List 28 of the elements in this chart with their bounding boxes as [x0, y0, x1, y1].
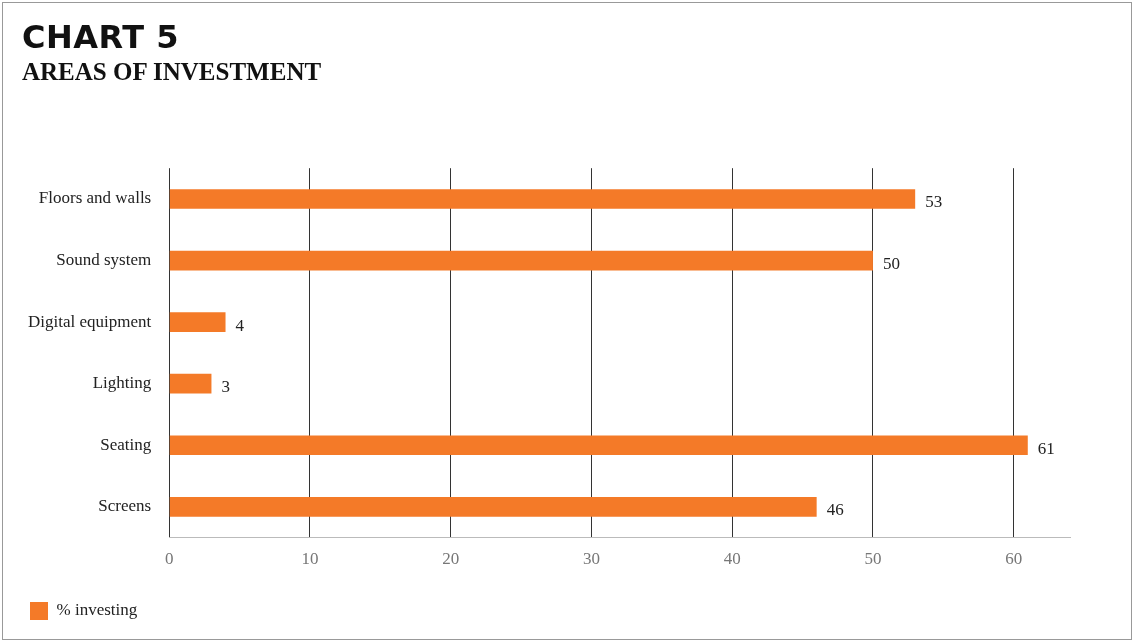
- bar: [169, 373, 212, 394]
- data-label: 3: [221, 377, 230, 397]
- x-tick-label: 60: [1005, 549, 1023, 569]
- bar: [169, 435, 1028, 456]
- x-tick-label: 10: [301, 549, 319, 569]
- y-tick-label: Digital equipment: [27, 311, 152, 331]
- chart-title: CHART 5: [22, 18, 179, 56]
- bar: [169, 189, 916, 209]
- x-tick-label: 30: [582, 549, 600, 569]
- bar: [169, 250, 873, 271]
- y-tick-label: Floors and walls: [38, 188, 152, 208]
- x-tick-label: 20: [442, 549, 460, 569]
- x-tick-label: 0: [164, 549, 174, 569]
- data-label: 46: [826, 500, 844, 520]
- data-label: 61: [1037, 438, 1055, 458]
- y-tick-label: Sound system: [56, 250, 152, 270]
- y-tick-label: Seating: [100, 434, 152, 454]
- y-tick-label: Lighting: [92, 373, 152, 393]
- x-tick-label: 40: [723, 549, 741, 569]
- data-label: 53: [925, 192, 943, 212]
- chart-subtitle: AREAS OF INVESTMENT: [22, 58, 322, 86]
- data-label: 4: [235, 315, 245, 335]
- x-tick-label: 50: [864, 549, 882, 569]
- y-tick-label: Screens: [98, 496, 152, 516]
- legend-label: % investing: [56, 600, 138, 620]
- bar: [169, 312, 226, 332]
- data-label: 50: [882, 254, 900, 274]
- bar: [169, 496, 817, 517]
